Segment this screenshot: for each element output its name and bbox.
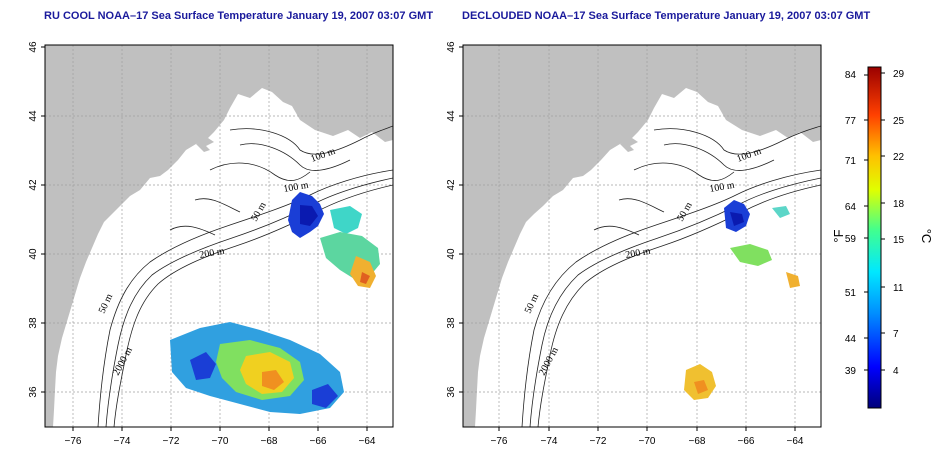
y-tick-label: 38 xyxy=(446,317,457,329)
contour-label-200m: 200 m xyxy=(625,246,652,261)
contour-label-50m: 50 m xyxy=(523,292,542,315)
x-tick-label: −66 xyxy=(738,436,755,447)
y-tick-label: 36 xyxy=(28,386,39,398)
isobath-contours xyxy=(521,125,821,427)
colorbar-f-label: 84 xyxy=(845,70,857,81)
colorbar-f-label: 59 xyxy=(845,234,857,245)
right-map-title: DECLOUDED NOAA–17 Sea Surface Temperatur… xyxy=(462,10,871,22)
y-tick-label: 40 xyxy=(28,248,39,260)
colorbar-c-label: 25 xyxy=(893,116,905,127)
x-tick-label: −64 xyxy=(787,436,804,447)
y-tick-label: 42 xyxy=(446,179,457,191)
contour-label-100m: 100 m xyxy=(309,146,337,165)
x-tick-label: −74 xyxy=(541,436,558,447)
land-mass xyxy=(45,45,393,427)
x-tick-label: −64 xyxy=(359,436,376,447)
x-tick-label: −76 xyxy=(65,436,82,447)
colorbar-c-label: 11 xyxy=(893,283,904,294)
colorbar-c-label: 7 xyxy=(893,329,899,340)
x-tick-label: −66 xyxy=(310,436,327,447)
colorbar-c-label: 4 xyxy=(893,366,899,377)
y-tick-label: 46 xyxy=(446,41,457,53)
x-tick-label: −76 xyxy=(491,436,508,447)
contour-label-50m: 50 m xyxy=(249,200,269,223)
x-tick-label: −72 xyxy=(590,436,607,447)
y-tick-label: 38 xyxy=(28,317,39,329)
y-tick-label: 40 xyxy=(446,248,457,260)
colorbar-c-label: 18 xyxy=(893,199,905,210)
right-y-axis xyxy=(459,46,463,393)
right-x-tick-labels: −76 −74 −72 −70 −68 −66 −64 xyxy=(491,436,804,447)
sst-patches xyxy=(170,192,380,414)
isobath-contours xyxy=(97,125,393,427)
colorbar-f-labels: 84 77 71 64 59 51 44 39 xyxy=(845,70,857,377)
colorbar-c-label: 22 xyxy=(893,152,905,163)
left-map-panel: 100 m 100 m 50 m 200 m 50 m 2000 m −76 −… xyxy=(28,41,394,447)
land-cape-cod xyxy=(196,138,214,152)
contour-label-100m: 100 m xyxy=(735,146,763,165)
right-map-frame xyxy=(462,44,822,428)
colorbar-f-label: 77 xyxy=(845,116,857,127)
y-tick-label: 46 xyxy=(28,41,39,53)
colorbar-unit-c: °C xyxy=(919,229,934,244)
left-map-frame xyxy=(44,44,394,428)
land-nova-scotia xyxy=(726,60,821,120)
colorbar-f-label: 44 xyxy=(845,334,857,345)
colorbar-c-label: 29 xyxy=(893,69,905,80)
temperature-colorbar: 84 77 71 64 59 51 44 39 29 25 22 18 15 1… xyxy=(831,66,934,409)
colorbar-f-label: 51 xyxy=(845,288,857,299)
x-tick-label: −70 xyxy=(639,436,656,447)
land-cape-cod xyxy=(620,138,638,152)
sst-patches xyxy=(684,200,800,400)
y-tick-label: 36 xyxy=(446,386,457,398)
left-y-tick-labels: 36 38 40 42 44 46 xyxy=(28,41,39,398)
right-map-panel: 100 m 100 m 50 m 200 m 50 m 2000 m −76 −… xyxy=(446,41,822,447)
contour-label-100m: 100 m xyxy=(283,180,310,195)
y-tick-label: 42 xyxy=(28,179,39,191)
x-tick-label: −74 xyxy=(114,436,131,447)
left-map-title: RU COOL NOAA–17 Sea Surface Temperature … xyxy=(44,10,434,22)
colorbar-ramp xyxy=(867,66,882,409)
x-tick-label: −68 xyxy=(689,436,706,447)
left-y-axis xyxy=(41,46,45,393)
contour-label-50m: 50 m xyxy=(675,200,695,223)
x-tick-label: −70 xyxy=(212,436,229,447)
left-x-axis xyxy=(72,427,368,431)
colorbar-c-label: 15 xyxy=(893,235,905,246)
colorbar-f-ticks xyxy=(864,74,868,371)
y-tick-label: 44 xyxy=(446,110,457,122)
land-mass xyxy=(463,45,821,427)
colorbar-f-label: 64 xyxy=(845,202,857,213)
colorbar-unit-f: °F xyxy=(831,229,846,242)
contour-label-2000m: 2000 m xyxy=(537,345,561,377)
contour-label-200m: 200 m xyxy=(199,246,226,261)
left-x-tick-labels: −76 −74 −72 −70 −68 −66 −64 xyxy=(65,436,376,447)
contour-label-50m: 50 m xyxy=(97,292,116,315)
colorbar-f-label: 71 xyxy=(845,156,857,167)
right-x-axis xyxy=(498,427,796,431)
right-y-tick-labels: 36 38 40 42 44 46 xyxy=(446,41,457,398)
colorbar-c-ticks xyxy=(881,72,885,371)
contour-label-100m: 100 m xyxy=(709,180,736,195)
colorbar-c-labels: 29 25 22 18 15 11 7 4 xyxy=(893,69,905,377)
x-tick-label: −72 xyxy=(163,436,180,447)
land-nova-scotia xyxy=(300,60,393,120)
y-tick-label: 44 xyxy=(28,110,39,122)
x-tick-label: −68 xyxy=(261,436,278,447)
colorbar-f-label: 39 xyxy=(845,366,857,377)
